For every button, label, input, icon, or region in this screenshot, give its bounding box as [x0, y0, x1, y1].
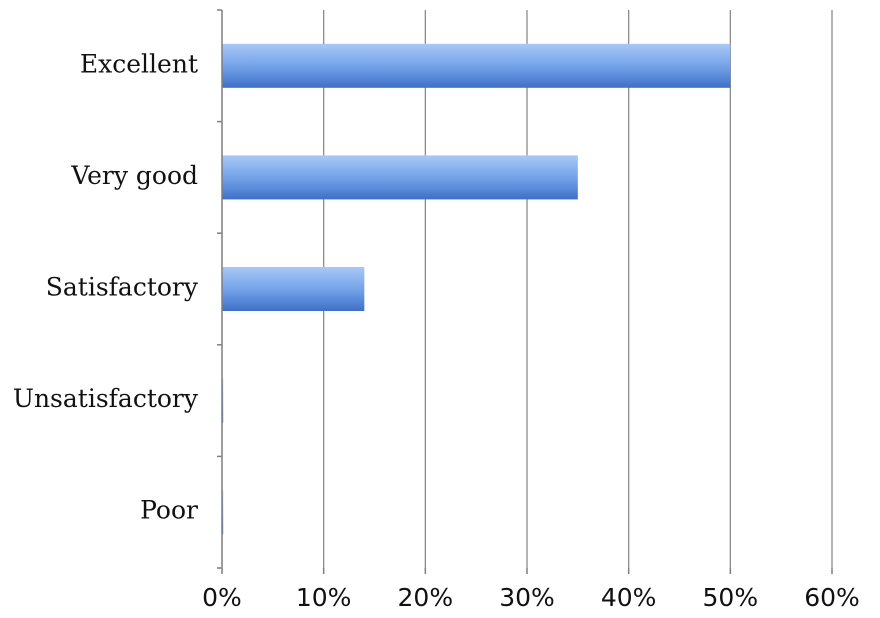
category-label-excellent: Excellent: [80, 49, 198, 78]
x-tick-label: 30%: [499, 583, 555, 612]
axes: [217, 9, 833, 574]
gridlines: [323, 10, 833, 568]
bar-satisfactory: [222, 267, 365, 311]
x-tick-label: 60%: [804, 583, 860, 612]
category-label-very-good: Very good: [70, 161, 198, 190]
x-tick-label: 10%: [296, 583, 352, 612]
x-tick-label: 40%: [601, 583, 657, 612]
x-tick-labels: 0% 10% 20% 30% 40% 50% 60%: [202, 583, 860, 612]
bars: [222, 43, 731, 535]
x-tick-label: 50%: [703, 583, 759, 612]
category-label-unsatisfactory: Unsatisfactory: [13, 384, 199, 413]
category-label-poor: Poor: [140, 496, 198, 525]
category-label-satisfactory: Satisfactory: [46, 273, 199, 302]
x-tick-label: 20%: [398, 583, 454, 612]
category-labels: Excellent Very good Satisfactory Unsatisfac…: [13, 49, 199, 524]
bar-excellent: [222, 43, 731, 88]
bar-very-good: [222, 155, 578, 200]
x-tick-label: 0%: [202, 583, 242, 612]
